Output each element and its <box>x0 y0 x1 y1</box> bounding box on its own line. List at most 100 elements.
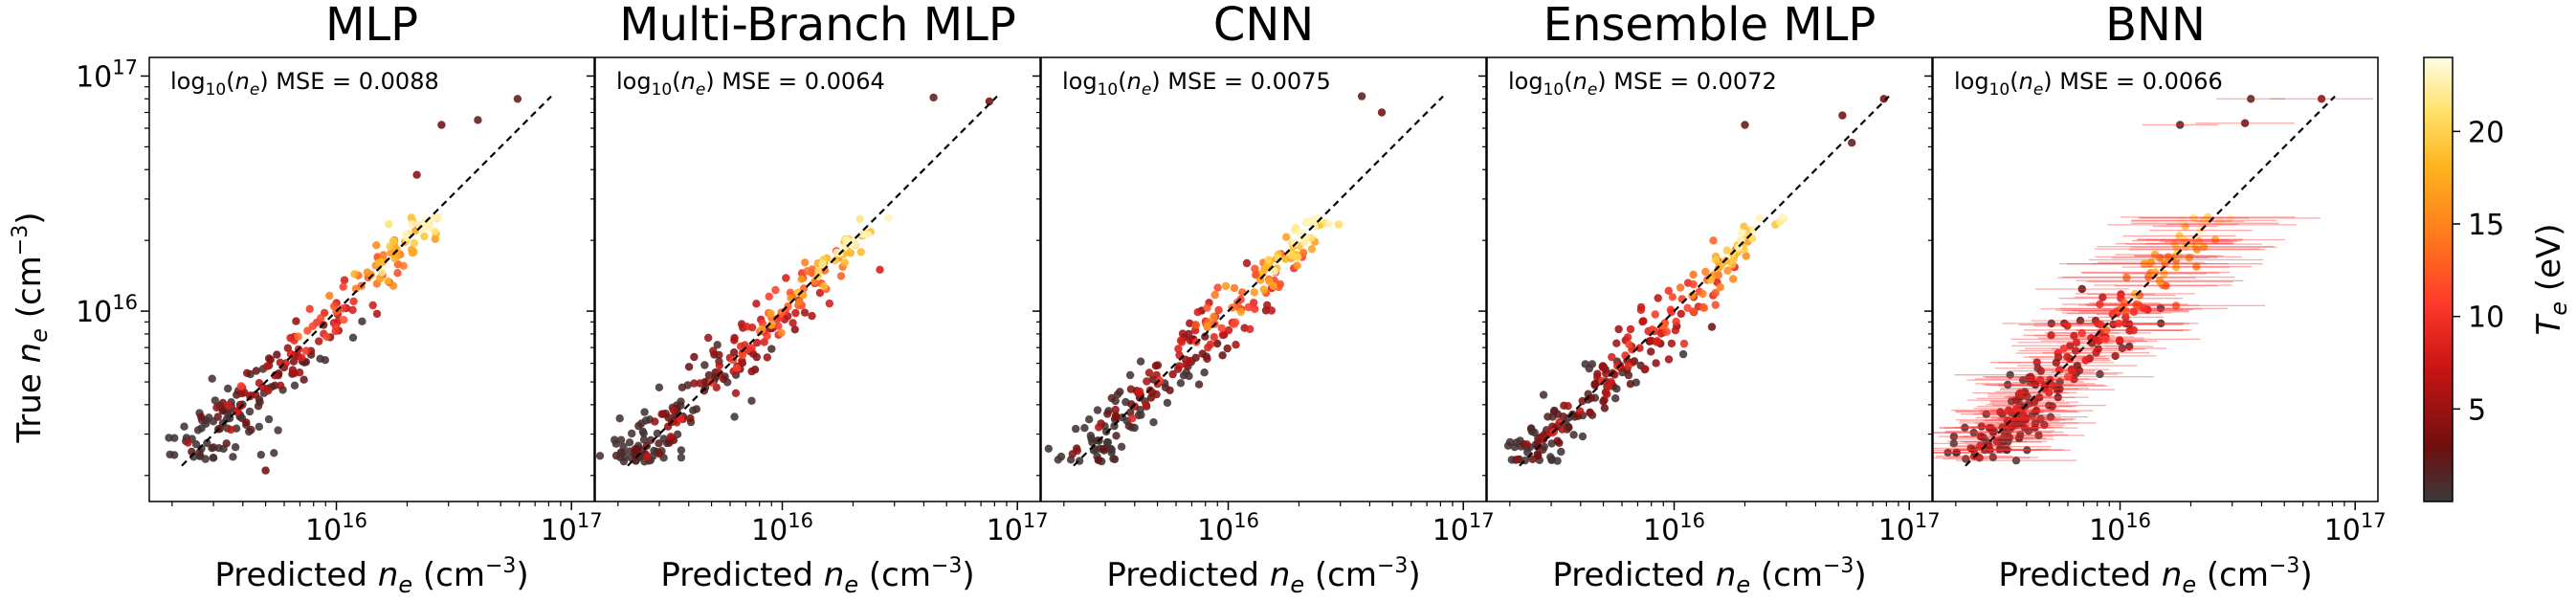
scatter-point <box>684 363 694 371</box>
scatter-point <box>322 332 331 341</box>
scatter-point <box>1103 410 1112 418</box>
scatter-point <box>2047 331 2055 340</box>
metric-annotation: log10(ne) MSE = 0.0075 <box>1062 68 1331 100</box>
scatter-point <box>242 418 251 427</box>
scatter-point <box>1626 324 1635 334</box>
y-ticks <box>587 75 595 477</box>
scatter-point <box>819 281 829 291</box>
scatter-point <box>840 258 850 267</box>
scatter-point <box>2019 411 2028 419</box>
scatter-point <box>1144 368 1154 377</box>
scatter-point <box>639 435 649 444</box>
scatter-point <box>2016 431 2025 439</box>
scatter-point <box>305 304 314 313</box>
scatter-point <box>634 421 643 431</box>
scatter-point <box>825 299 833 308</box>
x-tick-label: 1016 <box>2089 509 2151 547</box>
scatter-point <box>2064 372 2073 381</box>
scatter-point <box>611 439 621 448</box>
scatter-point <box>222 439 231 448</box>
scatter-point <box>763 353 771 362</box>
scatter-point <box>1269 281 1277 290</box>
scatter-point <box>738 350 747 360</box>
panel-title: MLP <box>325 0 418 52</box>
scatter-point <box>690 352 699 362</box>
scatter-point <box>2040 420 2049 430</box>
scatter-point <box>840 242 849 252</box>
scatter-point <box>1251 304 1259 313</box>
scatter-point <box>1246 324 1255 334</box>
scatter-point <box>1175 362 1184 370</box>
scatter-point <box>851 239 859 248</box>
scatter-point <box>1303 217 1312 226</box>
scatter-point <box>1231 318 1240 326</box>
y-tick-label: 1016 <box>76 291 138 329</box>
metric-annotation: log10(ne) MSE = 0.0064 <box>616 68 885 100</box>
scatter-point <box>1586 408 1594 416</box>
scatter-point <box>1677 309 1686 319</box>
scatter-point <box>1558 425 1566 434</box>
scatter-point <box>639 429 648 438</box>
scatter-point <box>2317 95 2326 103</box>
scatter-point <box>1653 337 1662 346</box>
scatter-point <box>1203 354 1211 364</box>
scatter-point <box>292 317 300 325</box>
scatter-point <box>1678 349 1688 359</box>
scatter-point <box>815 288 825 298</box>
scatter-point <box>276 381 285 390</box>
scatter-point <box>730 412 739 421</box>
scatter-point <box>1232 341 1240 349</box>
scatter-point <box>736 342 745 351</box>
scatter-point <box>1166 386 1174 394</box>
scatter-point <box>2096 369 2104 379</box>
scatter-point <box>1093 406 1102 414</box>
scatter-point <box>513 95 522 103</box>
panel-4: Ensemble MLP 1016 1017 log10(ne) MSE = 0.00… <box>1478 0 1941 598</box>
scatter-point <box>765 292 773 301</box>
scatter-point <box>831 256 839 265</box>
scatter-point <box>2065 342 2075 350</box>
scatter-point <box>2054 348 2062 358</box>
scatter-point <box>224 384 233 393</box>
scatter-point <box>348 305 357 315</box>
scatter-point <box>273 350 281 359</box>
scatter-point <box>2185 254 2194 262</box>
scatter-point <box>1194 380 1204 389</box>
scatter-point <box>1244 302 1253 312</box>
scatter-point <box>1186 336 1195 346</box>
scatter-point <box>700 361 709 369</box>
scatter-point <box>876 265 884 274</box>
scatter-point <box>1324 219 1334 229</box>
scatter-point <box>643 453 652 461</box>
y-ticks <box>1924 75 1933 477</box>
scatter-point <box>420 232 429 241</box>
scatter-point <box>2048 402 2056 411</box>
plot-frame <box>1932 56 2379 502</box>
scatter-point <box>2164 253 2173 261</box>
scatter-point <box>1111 412 1121 420</box>
scatter-point <box>2226 213 2235 222</box>
scatter-point <box>795 298 804 306</box>
x-tick-label: 1017 <box>541 509 603 547</box>
scatter-point <box>1647 347 1655 356</box>
scatter-point <box>655 439 663 448</box>
scatter-point <box>2070 331 2078 340</box>
scatter-point <box>818 259 827 269</box>
scatter-point <box>1054 456 1063 464</box>
scatter-point <box>1203 322 1212 330</box>
scatter-point <box>1377 108 1387 117</box>
scatter-point <box>308 322 317 330</box>
scatter-point <box>791 308 800 318</box>
scatter-point <box>1962 455 1970 463</box>
scatter-point <box>2155 277 2165 285</box>
scatter-point <box>1716 282 1725 292</box>
scatter-point <box>2059 345 2068 353</box>
scatter-point <box>1149 418 1158 427</box>
scatter-point <box>2111 351 2120 361</box>
scatter-point <box>290 381 300 390</box>
scatter-point <box>1334 220 1344 229</box>
panel-5: BNN 1016 1017 log10(ne) MSE = 0.0066 Predict… <box>1924 0 2387 598</box>
x-ticks: 1016 1017 <box>617 502 1049 547</box>
scatter-point <box>2004 380 2012 390</box>
scatter-point <box>2087 334 2096 343</box>
